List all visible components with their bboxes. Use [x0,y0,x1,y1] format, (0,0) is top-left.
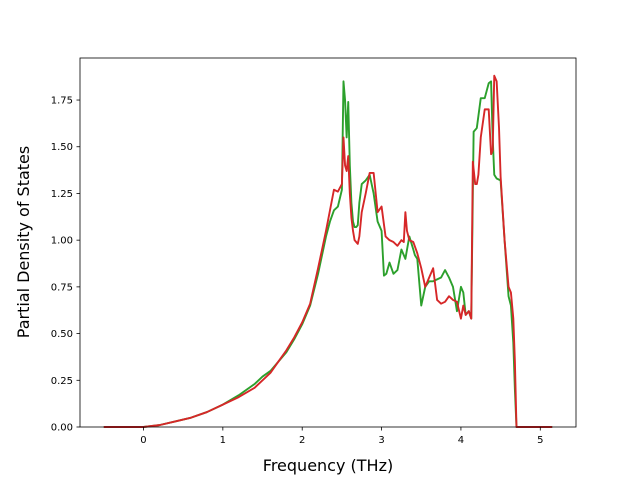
y-tick-label: 1.75 [51,96,73,107]
x-tick-label: 2 [299,435,305,446]
plot-lines [103,74,553,428]
y-tick-label: 1.25 [51,189,73,200]
axes-frame [79,57,577,428]
y-axis-label: Partial Density of States [14,146,33,338]
y-tick-label: 1.00 [51,236,73,247]
x-tick-label: 3 [378,435,384,446]
x-tick-label: 4 [458,435,464,446]
x-tick-label: 5 [537,435,543,446]
y-axis-ticks: 0.00 0.25 0.50 0.75 1.00 1.25 1.50 1.75 [51,96,80,434]
x-axis-label: Frequency (THz) [263,456,393,475]
x-tick-label: 0 [140,435,146,446]
y-tick-label: 0.50 [51,329,73,340]
y-tick-label: 1.50 [51,142,73,153]
x-tick-label: 1 [220,435,226,446]
x-axis-ticks: 0 1 2 3 4 5 [140,427,543,446]
y-tick-label: 0.00 [51,423,73,434]
y-tick-label: 0.25 [51,376,73,387]
series-line-2 [103,74,553,428]
y-tick-label: 0.75 [51,282,73,293]
